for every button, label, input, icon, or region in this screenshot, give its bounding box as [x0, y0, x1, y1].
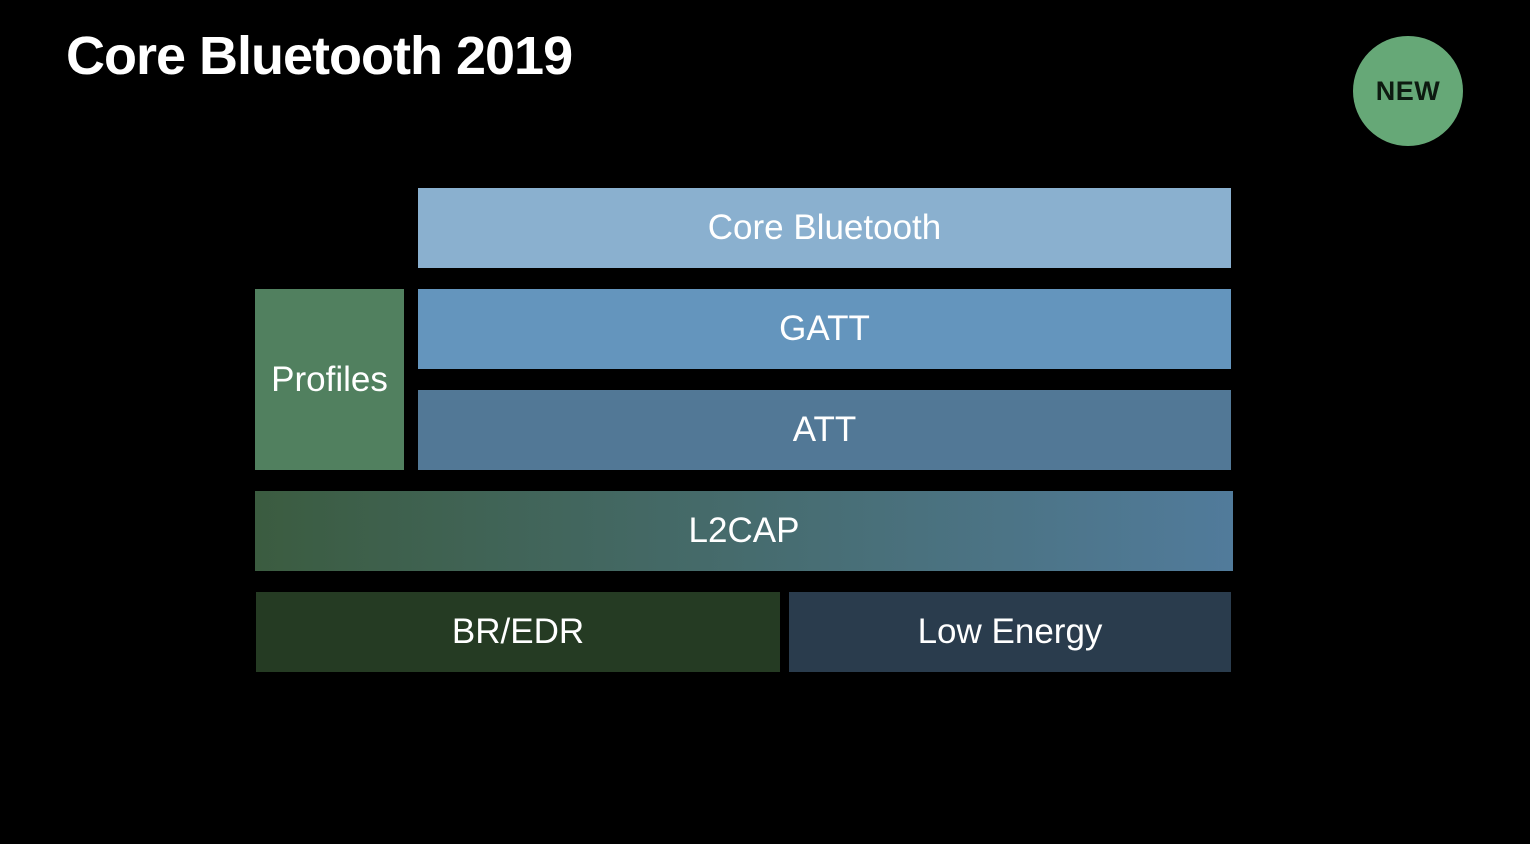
l2cap-label: L2CAP [688, 511, 800, 550]
gatt-layer: GATT [418, 289, 1231, 369]
core-bluetooth-layer: Core Bluetooth [418, 188, 1231, 268]
br-edr-label: BR/EDR [451, 612, 585, 651]
att-layer: ATT [418, 390, 1231, 470]
br-edr-layer: BR/EDR [256, 592, 780, 672]
profiles-layer: Profiles [255, 289, 404, 470]
low-energy-label: Low Energy [917, 612, 1103, 651]
new-badge: NEW [1353, 36, 1463, 146]
att-label: ATT [792, 410, 857, 449]
core-bluetooth-label: Core Bluetooth [707, 208, 942, 247]
l2cap-layer: L2CAP [255, 491, 1233, 571]
profiles-label: Profiles [271, 359, 388, 399]
gatt-label: GATT [779, 309, 870, 348]
low-energy-layer: Low Energy [789, 592, 1231, 672]
slide-title: Core Bluetooth 2019 [66, 26, 573, 86]
